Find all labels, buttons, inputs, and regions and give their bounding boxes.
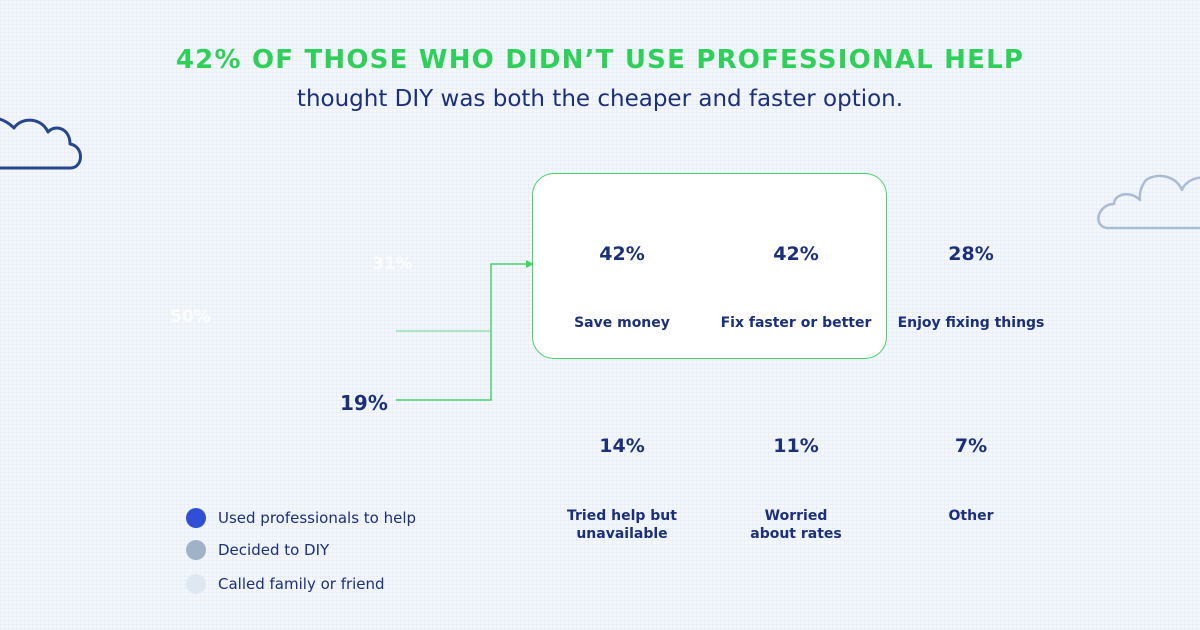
reason-label: Fix faster or better — [720, 315, 872, 331]
connector-line — [396, 263, 526, 401]
reason-other: 7% Other — [876, 435, 1066, 525]
reason-enjoy-fixing: 28% Enjoy fixing things — [876, 243, 1066, 332]
reason-value: 14% — [599, 435, 645, 457]
legend-label: Used professionals to help — [218, 509, 417, 527]
headline: 42% OF THOSE WHO DIDN’T USE PROFESSIONAL… — [175, 45, 1025, 75]
subheadline: thought DIY was both the cheaper and fas… — [296, 86, 904, 112]
reason-value: 42% — [599, 243, 645, 265]
family-percent: 31% — [372, 254, 413, 274]
diy-percent: 19% — [340, 391, 388, 415]
reason-save-money: 42% Save money — [527, 243, 717, 332]
legend-dot-icon — [186, 508, 206, 528]
legend-item-professionals: Used professionals to help — [186, 508, 416, 528]
legend-item-diy: Decided to DIY — [186, 540, 329, 560]
reason-label-line1: Tried help but — [567, 508, 677, 524]
cloud-icon-right — [1097, 174, 1200, 230]
reason-fix-faster: 42% Fix faster or better — [701, 243, 891, 332]
reason-value: 42% — [773, 243, 819, 265]
arrow-head-icon — [526, 260, 534, 268]
legend-dot-icon — [186, 574, 206, 594]
reason-help-unavailable: 14% Tried help but unavailable — [527, 435, 717, 543]
reason-label-line1: Worried — [764, 508, 828, 524]
reason-worried-rates: 11% Worried about rates — [701, 435, 891, 543]
reason-label: Other — [948, 508, 994, 524]
reason-value: 28% — [948, 243, 994, 265]
cloud-icon-left — [0, 117, 82, 170]
legend-item-family: Called family or friend — [186, 574, 385, 594]
reason-label-line2: unavailable — [576, 526, 668, 542]
legend-dot-icon — [186, 540, 206, 560]
legend-label: Decided to DIY — [218, 541, 330, 559]
reason-label-line2: about rates — [750, 526, 842, 542]
legend-label: Called family or friend — [218, 575, 385, 593]
reason-label: Save money — [574, 315, 670, 331]
professionals-percent: 50% — [170, 307, 211, 327]
reason-label: Enjoy fixing things — [897, 315, 1045, 331]
reason-value: 11% — [773, 435, 819, 457]
reason-value: 7% — [954, 435, 988, 457]
highlight-box — [532, 173, 887, 359]
